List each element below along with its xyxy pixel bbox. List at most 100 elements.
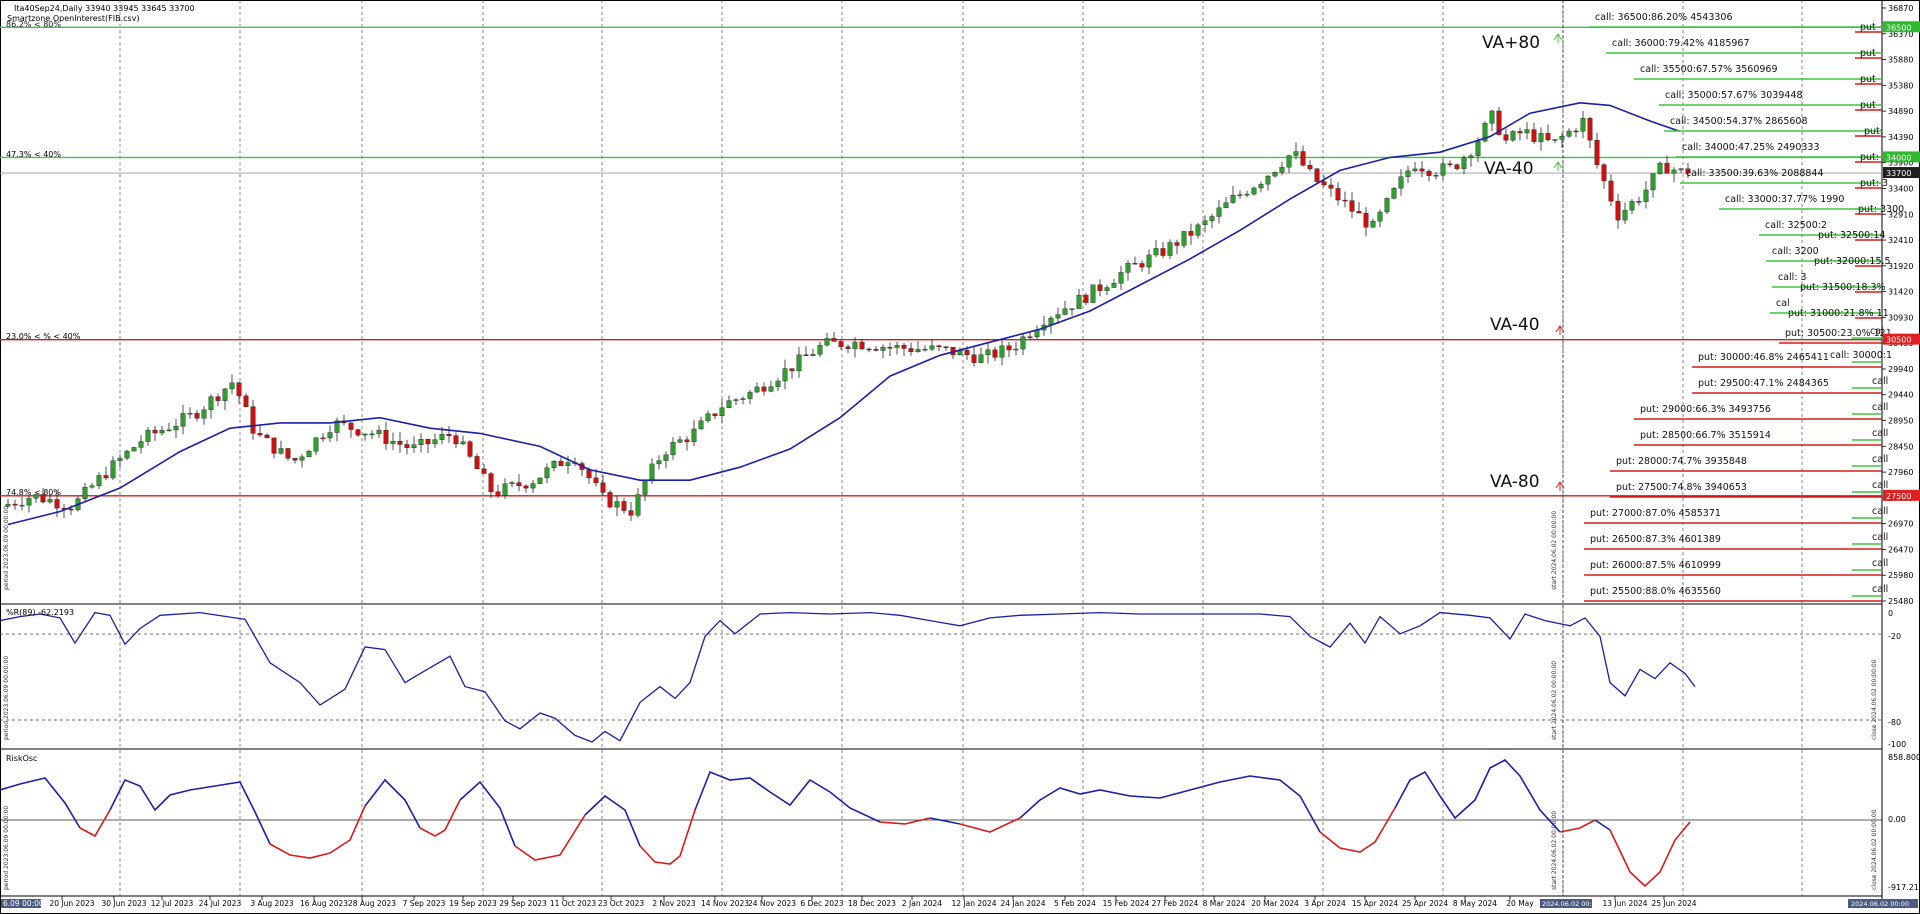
- put-label: put: 26500:87.3% 4601389: [1590, 534, 1721, 545]
- riskosc-line: [879, 817, 931, 825]
- price-tick-label: 32410: [1888, 236, 1913, 245]
- price-tick-label: 31420: [1888, 288, 1913, 297]
- call-side-label: call: 30000:1: [1830, 350, 1892, 361]
- candle-body: [831, 338, 837, 342]
- price-tag-label: 27500: [1886, 492, 1911, 501]
- candle-body: [901, 345, 907, 349]
- vertical-note: period 2023.06.09 00:00:00: [3, 656, 10, 740]
- candle-body: [138, 441, 144, 448]
- symbol-header: Ita40Sep24,Daily 33940 33945 33645 33700: [14, 4, 195, 13]
- va-minus40-label-upper: VA-40: [1484, 159, 1534, 179]
- price-tick-label: 29940: [1888, 365, 1913, 374]
- date-tick-label: 5 Feb 2024: [1054, 899, 1096, 908]
- price-tag: [1883, 21, 1920, 33]
- put-label: put: 26000:87.5% 4610999: [1590, 560, 1721, 571]
- candle-body: [1566, 130, 1572, 137]
- price-tick-label: 35380: [1888, 81, 1913, 90]
- candle-body: [614, 501, 620, 508]
- put-label: put: 27500:74.8% 3940653: [1616, 482, 1747, 493]
- call-side-label: call: [1872, 584, 1888, 595]
- candle-body: [320, 437, 326, 440]
- candle-body: [1104, 287, 1110, 291]
- date-tag-mid: [1540, 899, 1592, 908]
- candle-body: [89, 485, 95, 488]
- candle-body: [1594, 140, 1600, 165]
- candle-body: [460, 441, 466, 445]
- candle-body: [684, 439, 690, 443]
- candle-body: [1377, 211, 1383, 222]
- candle-body: [103, 475, 109, 479]
- price-tag: [1883, 167, 1920, 179]
- riskosc-line: [419, 799, 461, 837]
- price-tick-label: 25980: [1888, 571, 1913, 580]
- candle-body: [677, 439, 683, 443]
- date-tick-label: 25 Jun 2024: [1651, 899, 1696, 908]
- candle-body: [1356, 211, 1362, 214]
- candle-body: [54, 499, 60, 509]
- vertical-note: close 2024.06.02 00:00:00: [1871, 659, 1878, 740]
- call-label: call: 36500:86.20% 4543306: [1595, 12, 1733, 23]
- candle-body: [425, 439, 431, 445]
- candle-body: [110, 460, 116, 479]
- candle-body: [1559, 136, 1565, 140]
- riskosc-line: [514, 814, 586, 861]
- call-side-label: call: [1872, 480, 1888, 491]
- candle-body: [1286, 155, 1292, 168]
- candle-body: [1027, 336, 1033, 338]
- date-tick-label: 23 Oct 2023: [598, 899, 645, 908]
- candle-body: [124, 450, 130, 459]
- candle-body: [82, 486, 88, 499]
- date-tick-label: 3 Apr 2024: [1304, 899, 1346, 908]
- call-side-label: call: [1872, 376, 1888, 387]
- price-tick-label: 34390: [1888, 133, 1913, 142]
- candle-body: [775, 380, 781, 387]
- put-label: put: 28000:74.7% 3935848: [1616, 456, 1747, 467]
- candle-body: [1314, 168, 1320, 182]
- date-tick-label: 2 Nov 2023: [652, 899, 695, 908]
- candle-body: [453, 435, 459, 445]
- candle-body: [558, 460, 564, 466]
- price-tick-label: 33900: [1888, 159, 1913, 168]
- candle-body: [1510, 131, 1516, 141]
- candle-body: [334, 420, 340, 433]
- candle-body: [495, 491, 501, 496]
- price-tick-label: 26470: [1888, 545, 1913, 554]
- date-tick-label: 29 Sep 2023: [499, 899, 547, 908]
- candle-body: [740, 398, 746, 400]
- williams-tick-label: 0: [1888, 609, 1893, 618]
- candle-body: [397, 440, 403, 445]
- candle-body: [5, 503, 11, 507]
- candle-body: [523, 485, 529, 489]
- candle-body: [369, 433, 375, 436]
- candle-body: [733, 399, 739, 401]
- candle-body: [1601, 164, 1607, 182]
- level-tag-top: 86.2% < 80%: [6, 20, 61, 29]
- candle-body: [1090, 284, 1096, 303]
- put-label: put: 27000:87.0% 4585371: [1590, 508, 1721, 519]
- candle-body: [1055, 314, 1061, 319]
- candle-body: [712, 413, 718, 417]
- candle-body: [19, 504, 25, 507]
- candle-body: [271, 437, 277, 454]
- candle-body: [1552, 139, 1558, 141]
- candle-body: [908, 348, 914, 352]
- candle-body: [1433, 174, 1439, 177]
- candle-body: [1419, 168, 1425, 172]
- candle-body: [1216, 207, 1222, 217]
- candle-body: [915, 349, 921, 352]
- candle-body: [1503, 134, 1509, 141]
- candle-body: [1608, 180, 1614, 202]
- candle-body: [761, 386, 767, 392]
- candle-body: [719, 407, 725, 417]
- price-tick-label: 25480: [1888, 597, 1913, 606]
- riskosc-line: [1319, 807, 1396, 853]
- candle-body: [600, 482, 606, 493]
- williams-title: %R(89) -62.2193: [6, 608, 75, 617]
- va-arrow-icon: [1555, 325, 1565, 335]
- candle-body: [1062, 308, 1068, 315]
- candle-body: [1111, 283, 1117, 288]
- candle-body: [194, 412, 200, 419]
- candle-body: [1398, 176, 1404, 189]
